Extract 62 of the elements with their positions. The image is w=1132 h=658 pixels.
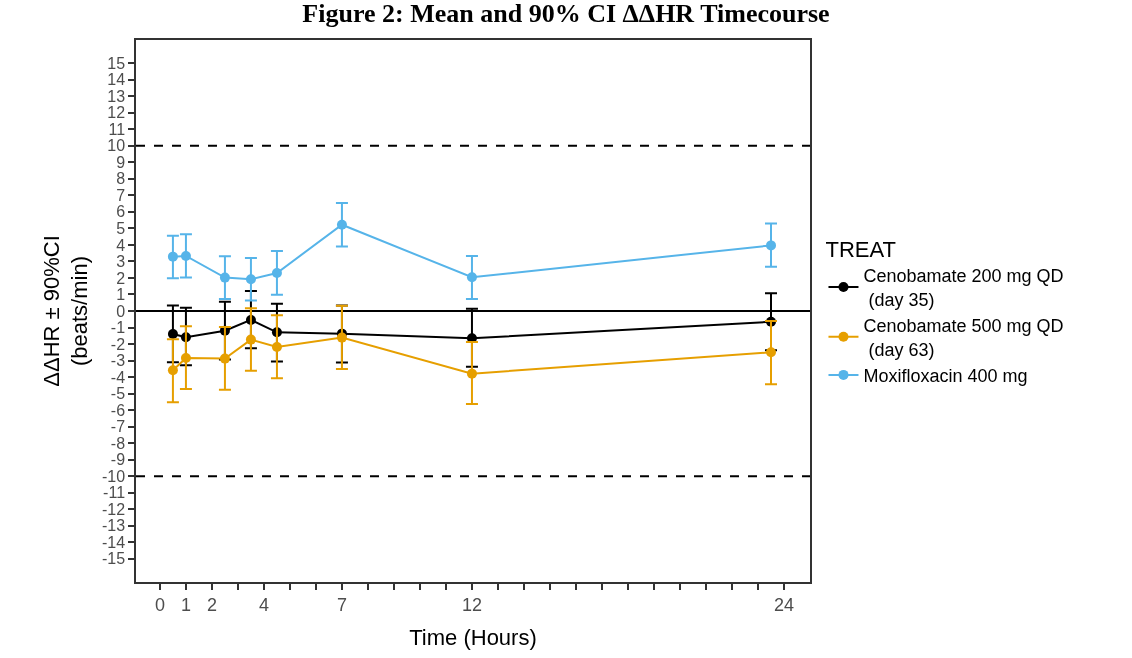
y-tick-label: 5 bbox=[116, 219, 126, 237]
x-tick-label: 1 bbox=[180, 595, 191, 616]
y-tick-label: 10 bbox=[107, 137, 126, 155]
point bbox=[271, 342, 282, 353]
point bbox=[219, 353, 230, 364]
point bbox=[180, 352, 191, 363]
point bbox=[766, 240, 776, 251]
y-tick-label: -6 bbox=[110, 401, 126, 419]
y-tick-label: -14 bbox=[101, 533, 126, 551]
point bbox=[245, 334, 256, 345]
y-tick-label: 15 bbox=[107, 54, 126, 72]
x-tick-label: 2 bbox=[206, 595, 217, 616]
point bbox=[245, 274, 256, 285]
y-tick-label: 14 bbox=[107, 71, 126, 89]
point bbox=[180, 250, 191, 261]
y-tick-label: -15 bbox=[101, 550, 126, 568]
y-tick-label: 7 bbox=[116, 186, 126, 204]
point bbox=[766, 347, 776, 358]
y-tick-label: -8 bbox=[110, 434, 126, 452]
y-tick-label: 1 bbox=[116, 286, 126, 304]
x-tick-label: 24 bbox=[773, 595, 795, 616]
point bbox=[336, 219, 347, 230]
x-tick-label: 4 bbox=[258, 595, 269, 616]
y-tick-label: 13 bbox=[107, 87, 126, 105]
chart-title: Figure 2: Mean and 90% CI ΔΔHR Timecourse bbox=[302, 0, 830, 28]
y-tick-label: -13 bbox=[101, 517, 126, 535]
y-tick-label: 2 bbox=[116, 269, 126, 287]
x-axis-title: Time (Hours) bbox=[409, 624, 537, 650]
y-axis-title: ΔΔHR ± 90%CI (beats/min) bbox=[38, 235, 93, 387]
y-tick-label: -5 bbox=[110, 385, 126, 403]
y-tick-label: -10 bbox=[101, 467, 126, 485]
legend-label: Cenobamate 200 mg QD (day 35) bbox=[863, 266, 1064, 310]
y-tick-label: -9 bbox=[110, 451, 126, 469]
x-tick-label: 7 bbox=[336, 595, 347, 616]
x-tick-label: 12 bbox=[461, 595, 482, 616]
y-tick-label: -4 bbox=[110, 368, 126, 386]
y-tick-label: 8 bbox=[116, 170, 126, 188]
legend-label: Cenobamate 500 mg QD (day 63) bbox=[863, 316, 1064, 360]
y-tick-label: -2 bbox=[110, 335, 126, 353]
point bbox=[466, 272, 477, 283]
y-tick-label: -11 bbox=[103, 484, 126, 502]
y-tick-label: 11 bbox=[108, 120, 126, 138]
x-tick-label: 0 bbox=[154, 595, 165, 616]
y-tick-label: 6 bbox=[116, 203, 126, 221]
legend-title: TREAT bbox=[825, 237, 896, 263]
y-tick-label: 12 bbox=[107, 104, 126, 122]
y-tick-label: -12 bbox=[101, 500, 126, 518]
point bbox=[219, 272, 230, 283]
point bbox=[167, 251, 178, 262]
y-tick-label: 9 bbox=[116, 153, 126, 171]
point bbox=[466, 368, 477, 379]
y-tick-label: 3 bbox=[116, 253, 126, 271]
point bbox=[336, 332, 347, 343]
point bbox=[167, 328, 178, 339]
legend-label: Moxifloxacin 400 mg bbox=[863, 365, 1028, 386]
y-tick-label: -7 bbox=[110, 418, 126, 436]
y-tick-label: 0 bbox=[116, 302, 126, 320]
point bbox=[167, 365, 178, 376]
y-tick-label: 4 bbox=[116, 236, 126, 254]
point bbox=[271, 267, 282, 278]
y-tick-label: -3 bbox=[110, 352, 126, 370]
y-tick-label: -1 bbox=[110, 319, 126, 337]
